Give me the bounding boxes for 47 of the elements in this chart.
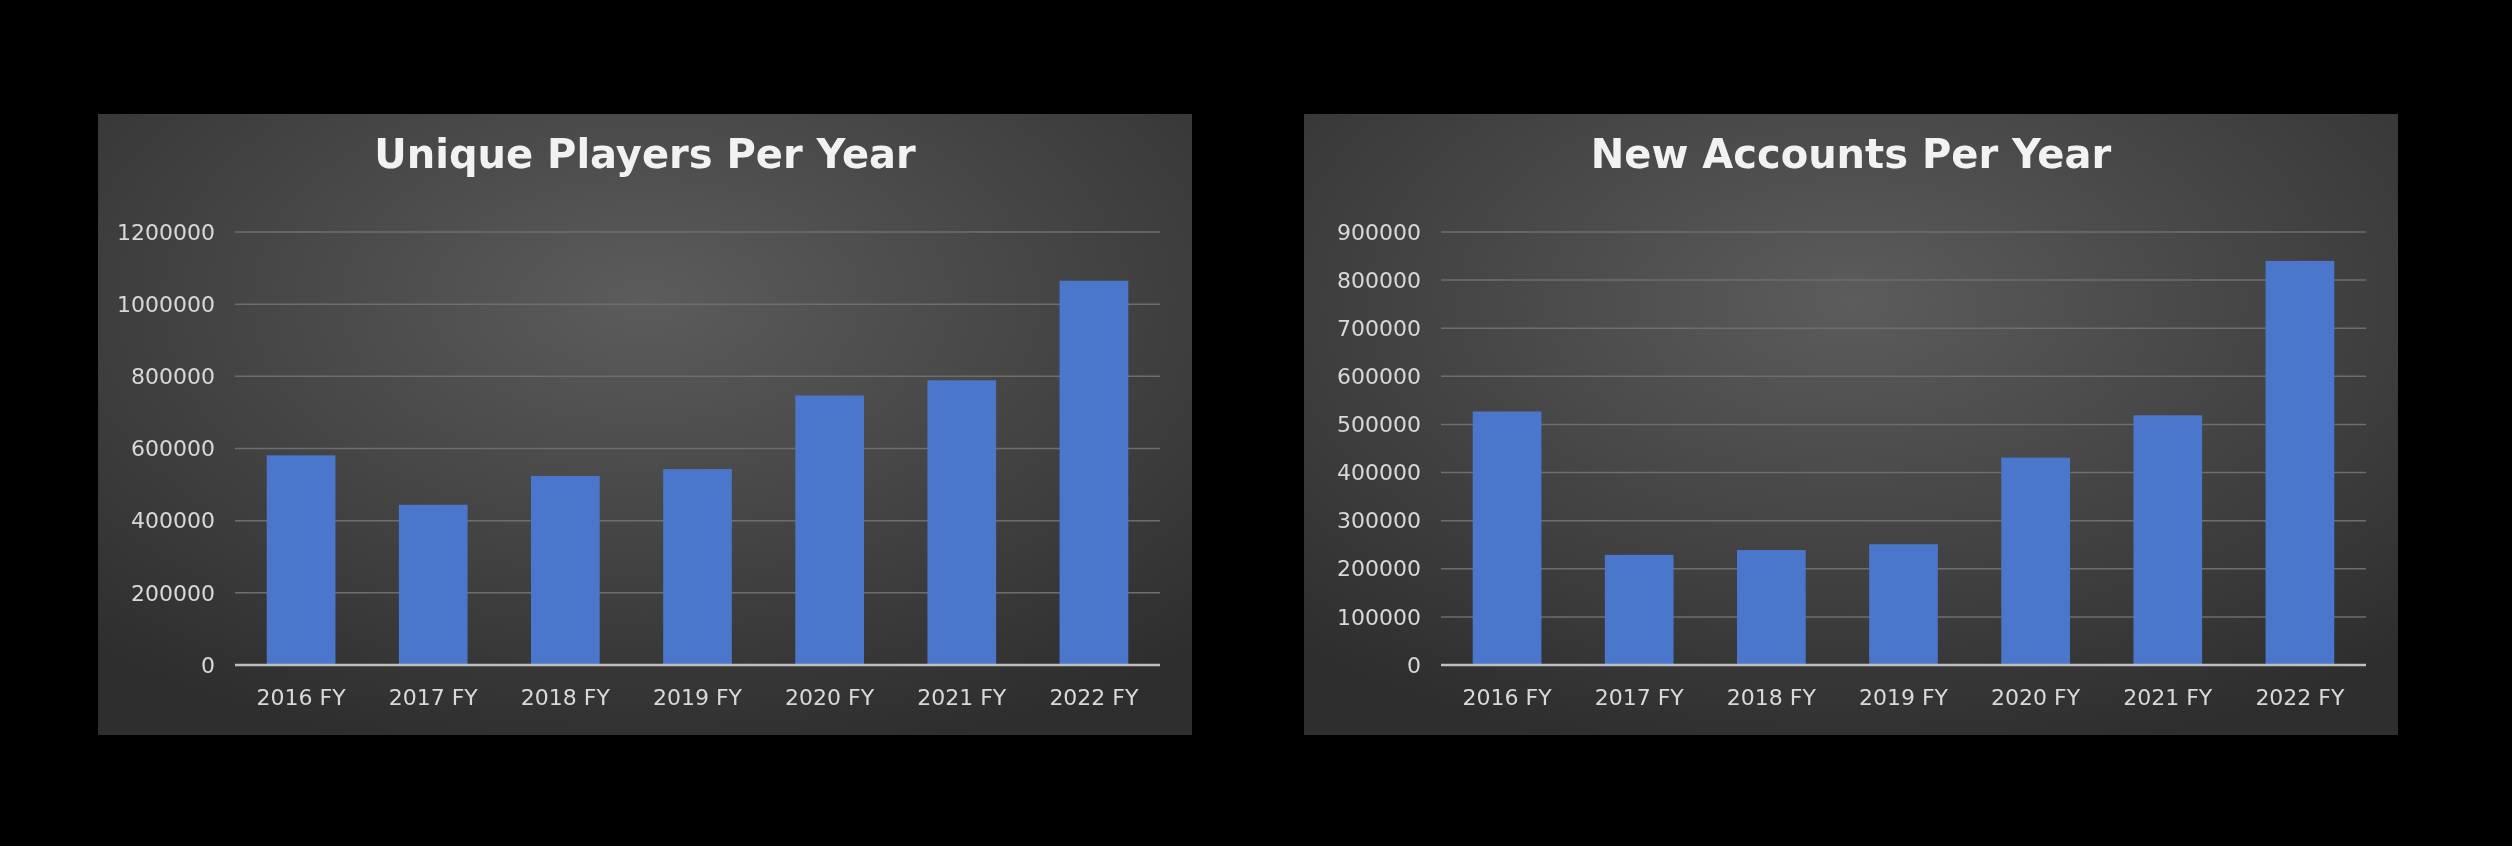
y-tick-label: 600000 [1337, 364, 1421, 390]
y-tick-label: 200000 [131, 580, 215, 606]
bar [266, 455, 336, 665]
bar [1059, 280, 1129, 665]
y-tick-label: 200000 [1337, 556, 1421, 582]
y-tick-label: 1200000 [117, 219, 215, 245]
x-tick-label: 2021 FY [917, 685, 1007, 710]
y-tick-label: 400000 [131, 508, 215, 534]
x-tick-label: 2019 FY [652, 685, 743, 710]
bar [531, 475, 600, 665]
x-tick-label: 2020 FY [785, 685, 875, 710]
bar [1737, 550, 1806, 665]
y-tick-label: 700000 [1337, 315, 1421, 341]
x-tick-label: 2016 FY [256, 685, 347, 710]
chart-title: New Accounts Per Year [1590, 131, 2112, 177]
x-tick-label: 2022 FY [2255, 685, 2346, 710]
bar [927, 380, 997, 665]
y-tick-label: 500000 [1337, 412, 1421, 438]
y-tick-label: 0 [1407, 652, 1421, 678]
chart-title: Unique Players Per Year [374, 131, 917, 177]
y-tick-label: 400000 [1337, 460, 1421, 486]
x-tick-label: 2022 FY [1049, 685, 1140, 710]
y-tick-label: 800000 [1337, 267, 1421, 293]
bar [663, 469, 732, 665]
bar [1604, 554, 1674, 665]
y-tick-label: 800000 [131, 364, 215, 390]
x-tick-label: 2017 FY [388, 685, 479, 710]
y-tick-label: 0 [201, 652, 215, 678]
x-tick-label: 2018 FY [1726, 685, 1817, 710]
x-tick-label: 2016 FY [1462, 685, 1553, 710]
bar [1472, 411, 1542, 665]
x-tick-label: 2021 FY [2123, 685, 2213, 710]
y-tick-label: 300000 [1337, 508, 1421, 534]
bar [398, 504, 468, 665]
x-tick-label: 2019 FY [1858, 685, 1949, 710]
x-tick-label: 2018 FY [520, 685, 611, 710]
y-tick-label: 100000 [1337, 604, 1421, 630]
x-tick-label: 2017 FY [1594, 685, 1685, 710]
bar [1869, 544, 1938, 665]
y-tick-label: 600000 [131, 436, 215, 462]
bar [795, 395, 864, 665]
bar [2133, 415, 2203, 665]
y-tick-label: 900000 [1337, 219, 1421, 245]
y-tick-label: 1000000 [117, 291, 215, 317]
x-tick-label: 2020 FY [1991, 685, 2081, 710]
bar [2001, 457, 2070, 665]
bar [2265, 260, 2335, 665]
